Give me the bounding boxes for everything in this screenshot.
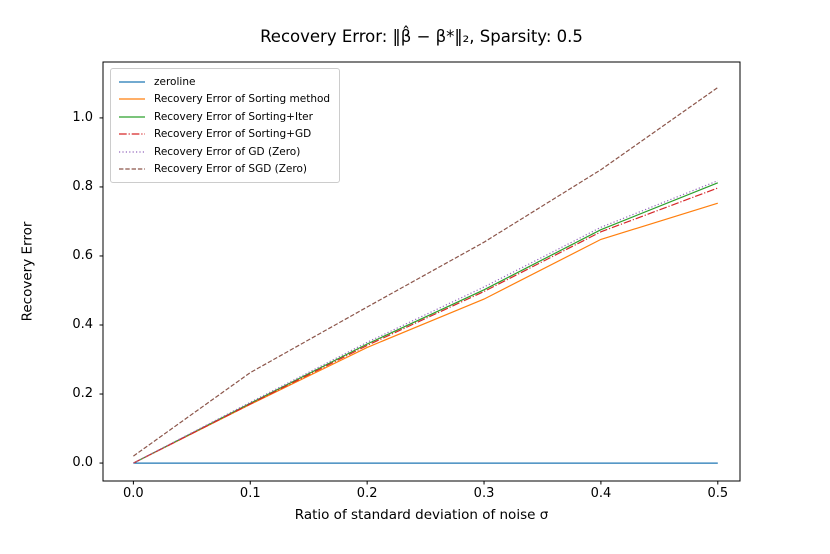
series-line-recovery-error-of-gd-zero <box>133 180 719 464</box>
legend: zeroline Recovery Error of Sorting method… <box>110 68 341 183</box>
legend-label: Recovery Error of Sorting method <box>154 93 331 106</box>
legend-item-recovery-error-of-sorting-method: Recovery Error of Sorting method <box>118 91 330 109</box>
legend-item-recovery-error-of-gd-zero: Recovery Error of GD (Zero) <box>118 143 330 161</box>
legend-item-zeroline: zeroline <box>118 73 330 91</box>
legend-item-recovery-error-of-sorting-gd: Recovery Error of Sorting+GD <box>118 126 330 144</box>
legend-label: Recovery Error of Sorting+GD <box>154 128 312 141</box>
legend-line-sample <box>119 116 145 118</box>
x-tick-label: 0.5 <box>707 486 729 501</box>
x-tick-label: 0.4 <box>590 486 612 501</box>
legend-line-sample <box>119 151 145 153</box>
y-tick-label: 0.8 <box>72 178 93 194</box>
legend-label: Recovery Error of GD (Zero) <box>154 145 301 158</box>
series-line-recovery-error-of-sorting-gd <box>133 187 719 464</box>
y-tick-label: 0.4 <box>72 316 93 332</box>
x-tick-label: 0.0 <box>123 486 144 501</box>
y-tick-label: 1.0 <box>72 109 93 125</box>
legend-item-recovery-error-of-sorting-iter: Recovery Error of Sorting+Iter <box>118 108 330 126</box>
legend-line-sample <box>119 98 145 100</box>
series-line-recovery-error-of-sorting-method <box>133 202 718 464</box>
legend-label: zeroline <box>154 75 196 88</box>
y-axis-label: Recovery Error <box>19 221 36 322</box>
y-tick-label: 0.2 <box>72 386 93 402</box>
legend-line-sample <box>119 81 145 83</box>
series-line-recovery-error-of-sgd-zero <box>133 87 719 457</box>
y-tick-label: 0.6 <box>72 247 93 263</box>
series-line-recovery-error-of-sorting-iter <box>133 182 719 464</box>
chart-title: Recovery Error: ‖β̂ − β*‖₂, Sparsity: 0.… <box>260 27 583 46</box>
legend-label: Recovery Error of Sorting+Iter <box>154 110 313 123</box>
x-tick-label: 0.3 <box>473 486 495 501</box>
legend-item-recovery-error-of-sgd-zero: Recovery Error of SGD (Zero) <box>118 161 330 179</box>
legend-line-sample <box>119 168 145 170</box>
legend-line-sample <box>119 133 145 135</box>
x-tick-label: 0.2 <box>356 486 378 501</box>
x-axis-label: Ratio of standard deviation of noise σ <box>294 507 549 523</box>
y-tick-label: 0.0 <box>72 455 93 471</box>
axes-frame <box>102 61 741 482</box>
legend-list: zeroline Recovery Error of Sorting method… <box>118 73 330 178</box>
x-tick-label: 0.1 <box>239 486 261 501</box>
legend-label: Recovery Error of SGD (Zero) <box>154 163 307 176</box>
